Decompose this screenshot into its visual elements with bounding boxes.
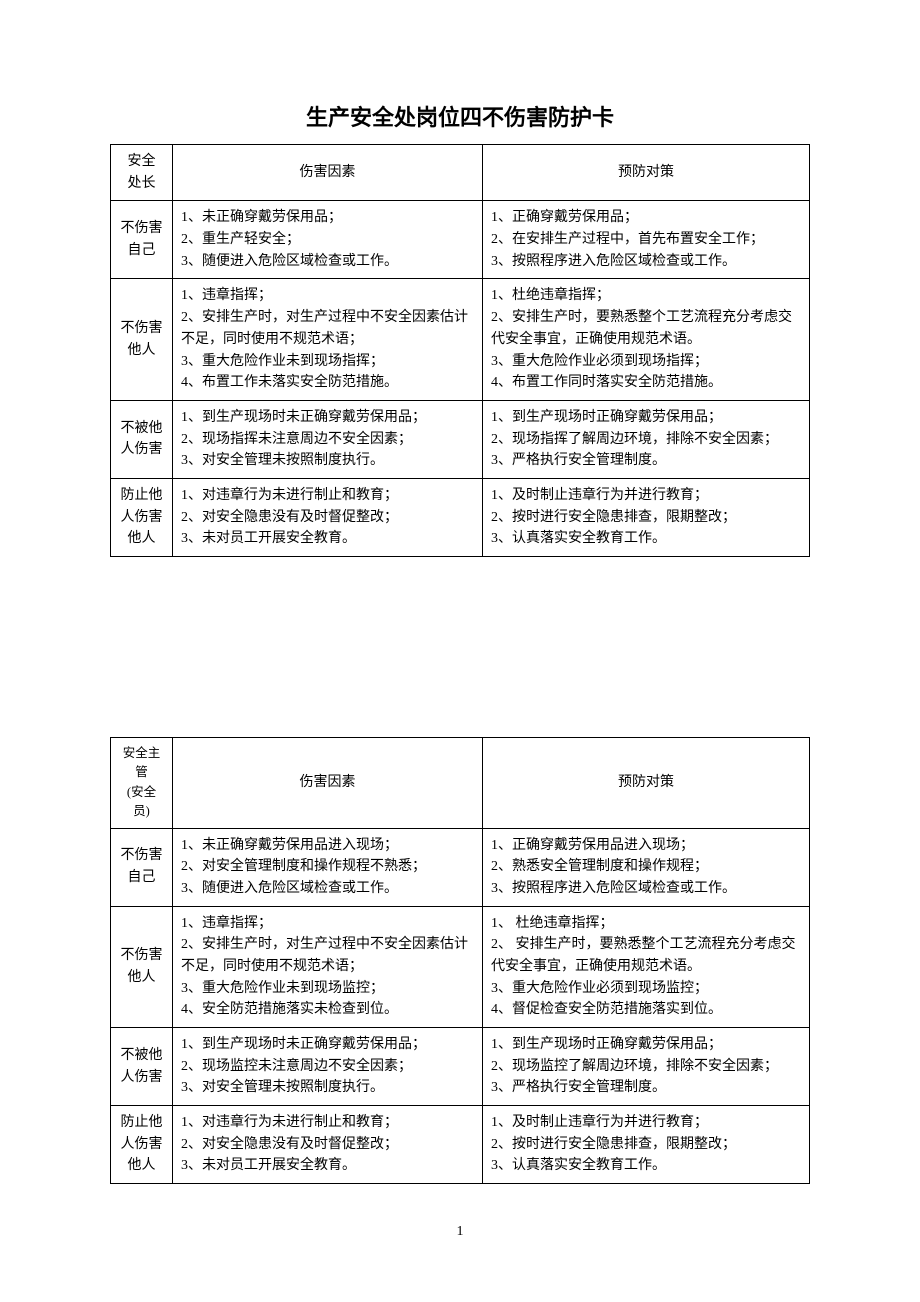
cell-counter: 1、杜绝违章指挥；2、安排生产时，要熟悉整个工艺流程充分考虑交代安全事宜，正确使… — [483, 279, 810, 400]
header-counter: 预防对策 — [483, 145, 810, 201]
table-row: 防止他人伤害他人 1、对违章行为未进行制止和教育；2、对安全隐患没有及时督促整改… — [111, 1106, 810, 1184]
cell-factor: 1、到生产现场时未正确穿戴劳保用品；2、现场监控未注意周边不安全因素；3、对安全… — [173, 1028, 483, 1106]
cell-counter: 1、 杜绝违章指挥；2、 安排生产时，要熟悉整个工艺流程充分考虑交代安全事宜，正… — [483, 906, 810, 1027]
cell-counter: 1、正确穿戴劳保用品；2、在安排生产过程中，首先布置安全工作；3、按照程序进入危… — [483, 201, 810, 279]
cell-role: 不伤害自己 — [111, 828, 173, 906]
cell-factor: 1、违章指挥；2、安排生产时，对生产过程中不安全因素估计不足，同时使用不规范术语… — [173, 906, 483, 1027]
document-title: 生产安全处岗位四不伤害防护卡 — [110, 100, 810, 132]
table-row: 不伤害他人 1、违章指挥；2、安排生产时，对生产过程中不安全因素估计不足，同时使… — [111, 279, 810, 400]
table-row: 防止他人伤害他人 1、对违章行为未进行制止和教育；2、对安全隐患没有及时督促整改… — [111, 478, 810, 556]
table-row: 不被他人伤害 1、到生产现场时未正确穿戴劳保用品；2、现场监控未注意周边不安全因… — [111, 1028, 810, 1106]
cell-role: 防止他人伤害他人 — [111, 1106, 173, 1184]
table-row: 不伤害他人 1、违章指挥；2、安排生产时，对生产过程中不安全因素估计不足，同时使… — [111, 906, 810, 1027]
header-counter: 预防对策 — [483, 738, 810, 829]
header-factor: 伤害因素 — [173, 738, 483, 829]
table-row: 不伤害自己 1、未正确穿戴劳保用品进入现场；2、对安全管理制度和操作规程不熟悉；… — [111, 828, 810, 906]
cell-role: 不被他人伤害 — [111, 400, 173, 478]
cell-factor: 1、到生产现场时未正确穿戴劳保用品；2、现场指挥未注意周边不安全因素；3、对安全… — [173, 400, 483, 478]
header-factor: 伤害因素 — [173, 145, 483, 201]
cell-factor: 1、违章指挥；2、安排生产时，对生产过程中不安全因素估计不足，同时使用不规范术语… — [173, 279, 483, 400]
cell-counter: 1、到生产现场时正确穿戴劳保用品；2、现场监控了解周边环境，排除不安全因素；3、… — [483, 1028, 810, 1106]
cell-factor: 1、未正确穿戴劳保用品；2、重生产轻安全；3、随便进入危险区域检查或工作。 — [173, 201, 483, 279]
header-role: 安全主管(安全员) — [111, 738, 173, 829]
table-row: 不伤害自己 1、未正确穿戴劳保用品；2、重生产轻安全；3、随便进入危险区域检查或… — [111, 201, 810, 279]
table-safety-chief: 安全处长 伤害因素 预防对策 不伤害自己 1、未正确穿戴劳保用品；2、重生产轻安… — [110, 144, 810, 557]
cell-factor: 1、对违章行为未进行制止和教育；2、对安全隐患没有及时督促整改；3、未对员工开展… — [173, 478, 483, 556]
cell-counter: 1、及时制止违章行为并进行教育；2、按时进行安全隐患排查，限期整改；3、认真落实… — [483, 478, 810, 556]
cell-role: 不伤害他人 — [111, 906, 173, 1027]
header-role: 安全处长 — [111, 145, 173, 201]
table-row: 不被他人伤害 1、到生产现场时未正确穿戴劳保用品；2、现场指挥未注意周边不安全因… — [111, 400, 810, 478]
cell-role: 不伤害他人 — [111, 279, 173, 400]
table-header-row: 安全主管(安全员) 伤害因素 预防对策 — [111, 738, 810, 829]
table-safety-supervisor: 安全主管(安全员) 伤害因素 预防对策 不伤害自己 1、未正确穿戴劳保用品进入现… — [110, 737, 810, 1184]
page-number: 1 — [110, 1224, 810, 1240]
cell-counter: 1、及时制止违章行为并进行教育；2、按时进行安全隐患排查，限期整改；3、认真落实… — [483, 1106, 810, 1184]
table-header-row: 安全处长 伤害因素 预防对策 — [111, 145, 810, 201]
cell-role: 防止他人伤害他人 — [111, 478, 173, 556]
cell-role: 不伤害自己 — [111, 201, 173, 279]
cell-factor: 1、对违章行为未进行制止和教育；2、对安全隐患没有及时督促整改；3、未对员工开展… — [173, 1106, 483, 1184]
cell-counter: 1、正确穿戴劳保用品进入现场；2、熟悉安全管理制度和操作规程；3、按照程序进入危… — [483, 828, 810, 906]
cell-role: 不被他人伤害 — [111, 1028, 173, 1106]
cell-counter: 1、到生产现场时正确穿戴劳保用品；2、现场指挥了解周边环境，排除不安全因素；3、… — [483, 400, 810, 478]
cell-factor: 1、未正确穿戴劳保用品进入现场；2、对安全管理制度和操作规程不熟悉；3、随便进入… — [173, 828, 483, 906]
table-gap — [110, 557, 810, 737]
